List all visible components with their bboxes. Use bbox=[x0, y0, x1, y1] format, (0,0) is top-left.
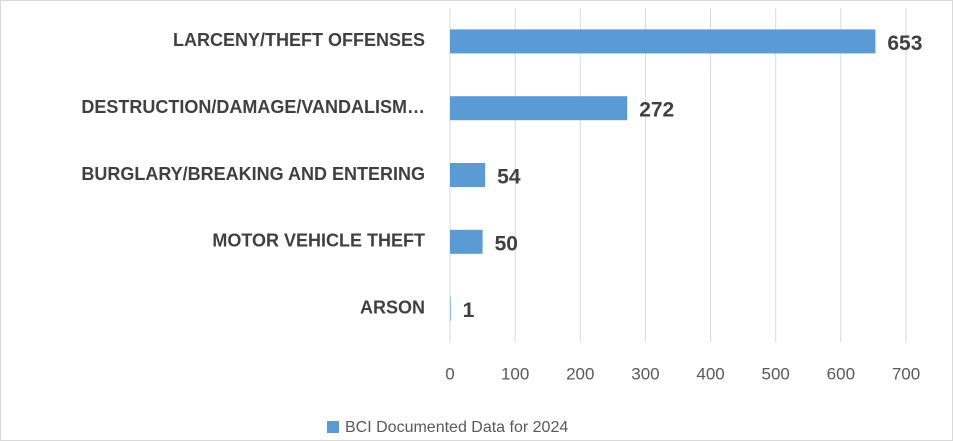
legend-label: BCI Documented Data for 2024 bbox=[345, 419, 568, 436]
legend-swatch bbox=[327, 421, 339, 433]
y-tick-label: ARSON bbox=[360, 297, 425, 317]
x-tick-label: 0 bbox=[445, 364, 454, 383]
bar bbox=[450, 163, 486, 187]
bar bbox=[450, 29, 876, 54]
data-label: 54 bbox=[497, 166, 521, 189]
x-tick-label: 300 bbox=[631, 364, 659, 383]
y-tick-label: DESTRUCTION/DAMAGE/VANDALISM… bbox=[81, 97, 425, 117]
x-tick-label: 700 bbox=[892, 364, 920, 383]
data-label: 1 bbox=[463, 299, 475, 322]
x-tick-label: 400 bbox=[696, 364, 724, 383]
y-tick-label: BURGLARY/BREAKING AND ENTERING bbox=[81, 164, 425, 184]
y-tick-label: MOTOR VEHICLE THEFT bbox=[212, 231, 425, 251]
x-tick-label: 100 bbox=[501, 364, 529, 383]
x-tick-label: 200 bbox=[566, 364, 594, 383]
bar bbox=[450, 296, 451, 321]
x-tick-label: 500 bbox=[762, 364, 790, 383]
x-tick-label: 600 bbox=[827, 364, 855, 383]
bar bbox=[450, 229, 483, 254]
bar bbox=[450, 96, 628, 121]
data-label: 272 bbox=[639, 99, 674, 122]
data-label: 50 bbox=[495, 232, 518, 255]
y-tick-label: LARCENY/THEFT OFFENSES bbox=[173, 30, 425, 50]
data-label: 653 bbox=[887, 32, 922, 55]
